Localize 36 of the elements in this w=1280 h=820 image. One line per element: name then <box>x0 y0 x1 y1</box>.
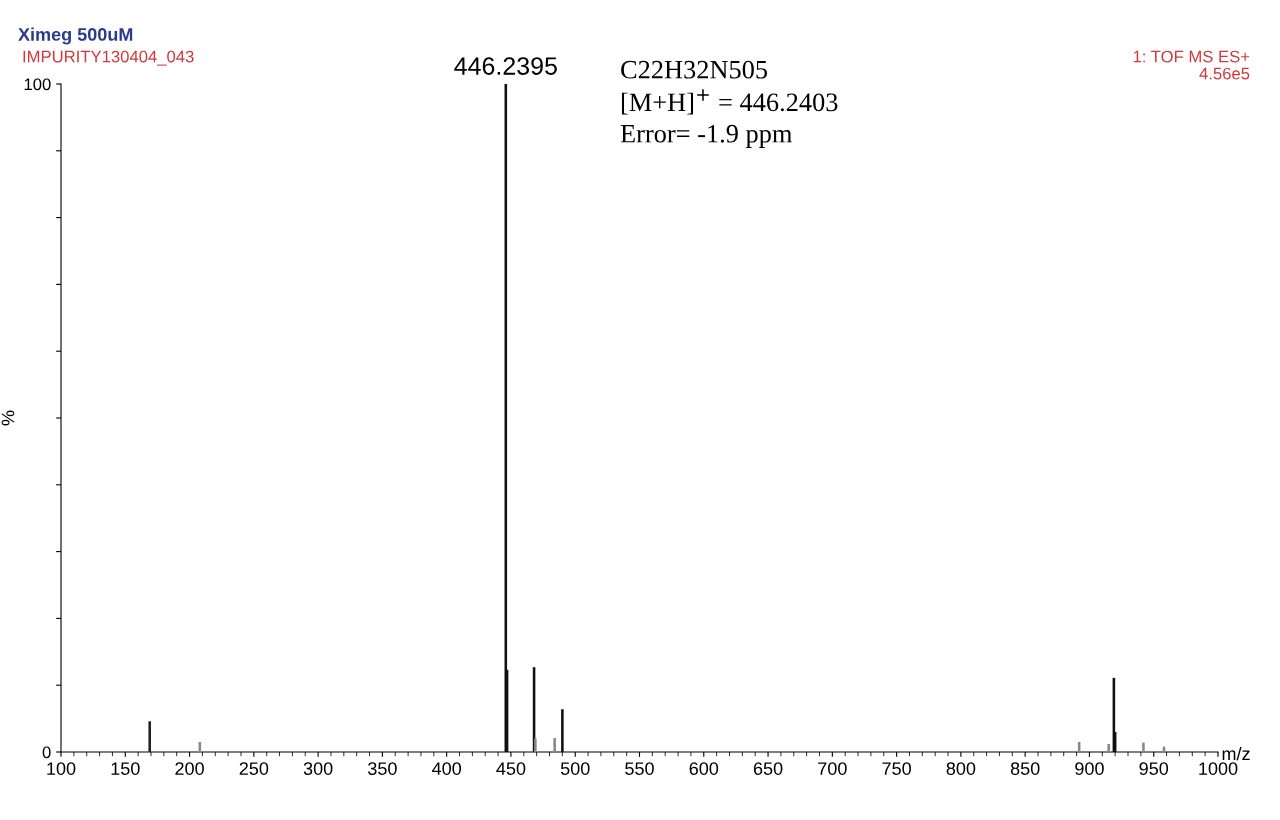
x-tick-label: 650 <box>753 762 783 775</box>
bar <box>553 737 556 752</box>
x-tick-label: 350 <box>368 762 397 775</box>
annotation: [M+H]$^{+}$ = 446.2403 <box>621 89 838 115</box>
x-tick-label: 950 <box>1139 762 1169 775</box>
annotation: Error= -1.9 ppm <box>620 124 793 148</box>
x-tick-label: 250 <box>239 762 269 775</box>
x-tick-label: 400 <box>432 762 462 775</box>
text: 4.56e5 <box>1199 67 1250 80</box>
bar <box>561 709 564 752</box>
chart-title: Ximeg 500uM <box>18 27 133 45</box>
x-tick-label: 800 <box>946 762 976 775</box>
x-tick-label: 700 <box>818 762 847 775</box>
chart-subtitle: IMPURITY130404_043 <box>23 50 194 66</box>
x-tick-label: 850 <box>1010 762 1040 775</box>
x-axis-title: m/z <box>1222 746 1250 761</box>
text: C22H32N505 <box>621 60 768 79</box>
x-tick-label: 1000 <box>1199 762 1238 775</box>
y-axis-title: % <box>1 410 15 426</box>
x-tick-label: 100 <box>47 762 76 775</box>
y-tick-label: 0 <box>42 746 51 759</box>
x-tick-label: 300 <box>303 762 333 775</box>
x-tick-label: 550 <box>625 762 654 775</box>
bar <box>534 738 537 752</box>
x-tick-label: 600 <box>689 762 719 775</box>
x-tick-label: 450 <box>496 762 526 775</box>
x-tick-label: 750 <box>882 762 911 775</box>
x-tick-label: 200 <box>175 762 204 775</box>
bar <box>1142 742 1145 752</box>
x-tick-label: 500 <box>560 762 590 775</box>
annotation: 446.2395 <box>454 57 557 75</box>
bar <box>148 721 151 752</box>
text: 1: TOF MS ES+ <box>1133 50 1250 63</box>
x-tick-label: 900 <box>1075 762 1104 775</box>
x-tick-label: 150 <box>111 762 140 775</box>
bar <box>1107 743 1111 752</box>
